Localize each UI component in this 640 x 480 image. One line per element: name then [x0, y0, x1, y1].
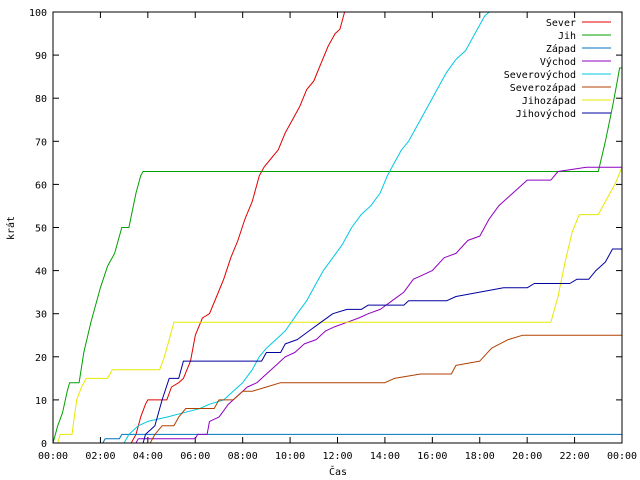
legend-label: Severovýchod: [504, 69, 576, 81]
y-tick-label: 80: [35, 94, 47, 105]
y-axis-label: krát: [5, 216, 17, 240]
x-tick-label: 00:00: [607, 451, 637, 462]
legend-label: Jihovýchod: [516, 108, 576, 120]
legend: Sever JihZápadVýchodSeverovýchodSeverozáp…: [504, 18, 611, 120]
legend-label: Jih: [558, 31, 576, 42]
y-tick-label: 20: [35, 353, 47, 364]
x-tick-label: 18:00: [465, 451, 495, 462]
x-tick-label: 14:00: [370, 451, 400, 462]
x-tick-label: 22:00: [560, 451, 590, 462]
plot-border: [52, 11, 623, 444]
y-tick-label: 30: [35, 310, 47, 321]
series-line-3: [53, 166, 622, 443]
legend-label: Severozápad: [510, 82, 576, 94]
x-tick-label: 08:00: [228, 451, 258, 462]
y-axis-ticks: 0 10 20 30 40 50 60 70 80 90 100: [29, 8, 622, 450]
series-line-5: [53, 334, 622, 443]
x-tick-label: 20:00: [512, 451, 542, 462]
y-tick-label: 40: [35, 267, 47, 278]
legend-label: Jihozápad: [522, 95, 576, 107]
x-axis-ticks: 00:00 02:00 04:00 06:00 08:00 10:00 12:00 14:00…: [38, 12, 637, 462]
series-line-4: [53, 12, 490, 443]
x-axis-label: Čas: [329, 465, 347, 478]
x-tick-label: 16:00: [417, 451, 447, 462]
series-lines: [53, 12, 622, 443]
y-tick-label: 90: [35, 51, 47, 62]
y-tick-label: 60: [35, 180, 47, 191]
y-tick-label: 10: [35, 396, 47, 407]
series-line-1: [53, 67, 622, 443]
series-line-6: [53, 167, 622, 443]
x-tick-label: 10:00: [275, 451, 305, 462]
y-tick-label: 100: [29, 8, 47, 19]
x-tick-label: 00:00: [38, 451, 68, 462]
y-tick-label: 70: [35, 137, 47, 148]
x-tick-label: 06:00: [180, 451, 210, 462]
x-tick-label: 02:00: [85, 451, 115, 462]
x-tick-label: 04:00: [133, 451, 163, 462]
legend-label: Východ: [540, 56, 576, 68]
series-line-7: [53, 248, 622, 443]
legend-label: Západ: [546, 43, 576, 55]
legend-label: Sever: [546, 18, 576, 29]
x-tick-label: 12:00: [322, 451, 352, 462]
series-line-0: [53, 12, 346, 443]
y-tick-label: 0: [41, 439, 47, 450]
y-tick-label: 50: [35, 224, 47, 235]
